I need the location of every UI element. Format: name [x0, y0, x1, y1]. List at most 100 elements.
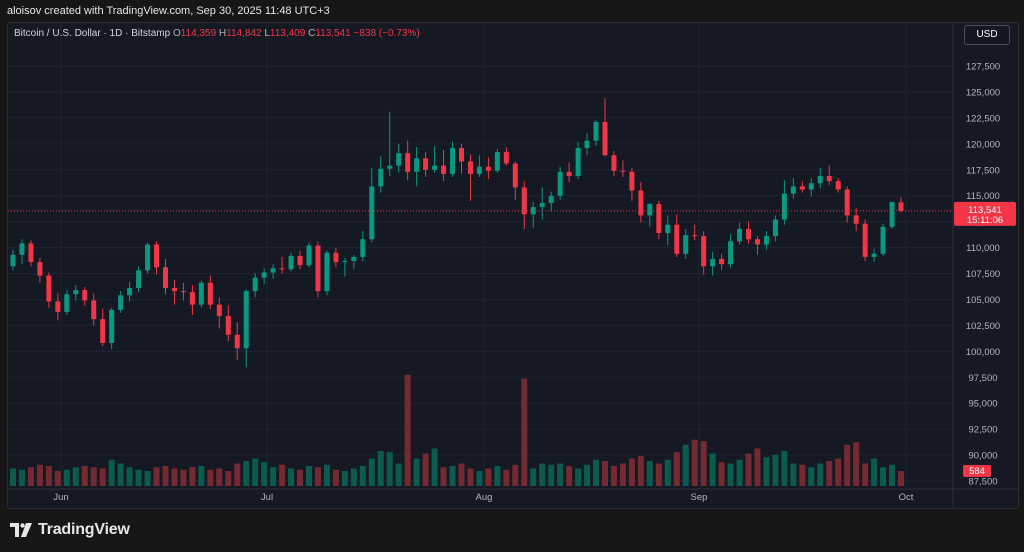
volume-bar — [610, 466, 617, 486]
volume-bar — [395, 463, 402, 486]
candle-body — [862, 223, 868, 257]
volume-bar — [673, 452, 680, 486]
candle-body — [575, 147, 581, 176]
y-tick-label: 102,500 — [966, 321, 1000, 332]
candle-body — [73, 290, 79, 295]
volume-bar — [664, 459, 671, 486]
volume-bar — [180, 469, 187, 486]
candle-body — [826, 175, 832, 182]
volume-tag-label: 584 — [969, 466, 985, 477]
volume-bar — [90, 467, 97, 486]
volume-bar — [108, 459, 115, 486]
candle-body — [64, 294, 70, 312]
candle-body — [82, 290, 88, 301]
candle-body — [494, 152, 500, 171]
y-tick-label: 120,000 — [966, 139, 1000, 150]
volume-bar — [225, 471, 232, 486]
candle-body — [593, 122, 599, 141]
low-label: L — [264, 28, 270, 39]
volume-bar — [72, 467, 79, 486]
volume-bar — [171, 468, 178, 486]
candle-body — [611, 155, 617, 171]
x-tick-label: Jun — [53, 492, 68, 503]
candle-body — [521, 187, 527, 215]
volume-bar — [54, 471, 61, 486]
candle-body — [207, 282, 213, 305]
candle-body — [145, 244, 151, 271]
candle-body — [342, 261, 348, 263]
candle-body — [835, 181, 841, 190]
volume-bar — [539, 463, 546, 486]
candle-body — [746, 228, 752, 240]
candle-body — [279, 268, 285, 270]
candle-body — [692, 235, 698, 237]
y-tick-label: 107,500 — [966, 269, 1000, 280]
volume-bar — [404, 374, 411, 486]
candle-body — [387, 165, 393, 169]
symbol-name: Bitcoin / U.S. Dollar · 1D · Bitstamp — [14, 28, 171, 39]
candle-body — [808, 183, 814, 190]
y-tick-label: 87,500 — [968, 477, 997, 488]
candle-body — [485, 166, 491, 171]
volume-bar — [431, 448, 438, 486]
volume-bar — [279, 464, 286, 486]
candle-body — [584, 140, 590, 148]
logo-text: TradingView — [38, 521, 130, 538]
volume-bar — [763, 457, 770, 486]
price-chart[interactable]: 127,500 125,000 122,500 120,000 117,500 115,0… — [8, 23, 1018, 508]
candle-body — [396, 153, 402, 166]
volume-tag — [963, 465, 991, 477]
y-tick-label: 100,000 — [966, 347, 1000, 358]
volume-bar — [467, 468, 474, 486]
volume-bar — [512, 464, 519, 486]
volume-bar — [862, 463, 869, 486]
volume-bar — [503, 469, 510, 486]
volume-bar — [548, 464, 555, 486]
volume-bar — [135, 469, 142, 486]
candle-body — [297, 255, 303, 266]
open-value: 114,359 — [180, 28, 217, 39]
candle-body — [127, 288, 133, 296]
y-tick-label: 95,000 — [968, 399, 997, 410]
candle-body — [252, 277, 258, 292]
close-label: C — [308, 28, 316, 39]
candle-body — [898, 202, 904, 211]
candle-body — [458, 147, 464, 162]
candle-body — [37, 262, 43, 276]
volume-bar — [440, 467, 447, 486]
volume-bar — [261, 462, 268, 486]
volume-bar — [628, 458, 635, 486]
candle-body — [844, 189, 850, 216]
volume-bar — [584, 464, 591, 486]
currency-button[interactable]: USD — [964, 25, 1010, 45]
candle-body — [405, 153, 411, 172]
volume-bar — [817, 463, 824, 486]
chart-panel[interactable]: 127,500 125,000 122,500 120,000 117,500 115,0… — [7, 22, 1019, 509]
candle-body — [423, 158, 429, 170]
candle-body — [701, 236, 707, 267]
candle-body — [414, 158, 420, 172]
volume-bar — [557, 463, 564, 486]
volume-bar — [162, 466, 169, 486]
candle-body — [566, 171, 572, 176]
volume-bar — [189, 467, 196, 486]
candle-body — [781, 193, 787, 220]
candle-body — [288, 255, 294, 270]
y-tick-label: 92,500 — [968, 425, 997, 436]
candle-body — [476, 166, 482, 174]
last-price-tag — [954, 201, 1016, 226]
volume-bar — [359, 466, 366, 486]
last-price-label: 113,541 — [968, 205, 1002, 216]
candle-body — [91, 300, 97, 320]
y-tick-label: 127,500 — [966, 62, 1000, 73]
tradingview-logo[interactable]: TradingView — [10, 519, 130, 541]
volume-bar — [880, 467, 887, 486]
volume-bar — [377, 451, 384, 486]
candle-body — [647, 203, 653, 216]
candle-body — [638, 190, 644, 216]
candle-body — [889, 201, 895, 227]
candle-body — [225, 316, 231, 335]
close-value: 113,541 — [315, 28, 351, 39]
high-label: H — [218, 28, 227, 39]
x-tick-label: Aug — [476, 492, 493, 503]
